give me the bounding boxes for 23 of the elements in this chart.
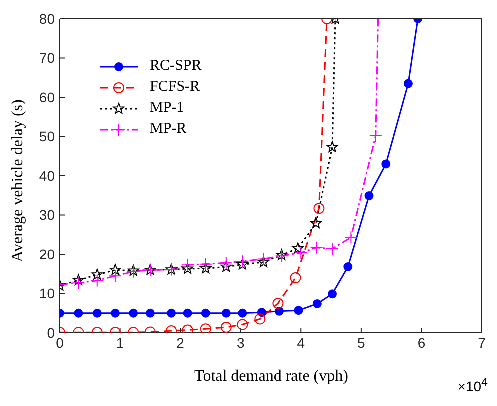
legend-label: RC-SPR — [150, 57, 202, 76]
x-tick-label: 3 — [236, 334, 245, 351]
y-axis-title: Average vehicle delay (s) — [9, 99, 27, 262]
x-tick-label: 7 — [478, 334, 486, 351]
x-axis-title: Total demand rate (vph) — [194, 368, 348, 385]
y-tick-label: 20 — [39, 246, 56, 262]
y-tick-label: 50 — [39, 128, 56, 145]
y-tick-label: 0 — [47, 324, 56, 341]
x-tick-label: 5 — [358, 334, 366, 351]
x-tick-label: 2 — [176, 334, 185, 351]
y-tick-label: 40 — [39, 168, 56, 184]
y-tick-label: 80 — [39, 10, 56, 27]
y-tick-label: 60 — [39, 89, 56, 106]
legend-label: MP-1 — [150, 99, 184, 118]
legend-label: MP-R — [150, 120, 187, 139]
text: ×10$^{4}$ — [458, 376, 488, 395]
x-tick-label: 4 — [297, 334, 306, 351]
y-tick-label: 30 — [39, 207, 56, 224]
y-tick-label: 70 — [39, 50, 56, 66]
legend-label: FCFS-R — [150, 78, 200, 97]
x-tick-label: 6 — [418, 334, 426, 351]
y-tick-label: 10 — [39, 286, 56, 302]
x-tick-label: 1 — [116, 334, 124, 351]
